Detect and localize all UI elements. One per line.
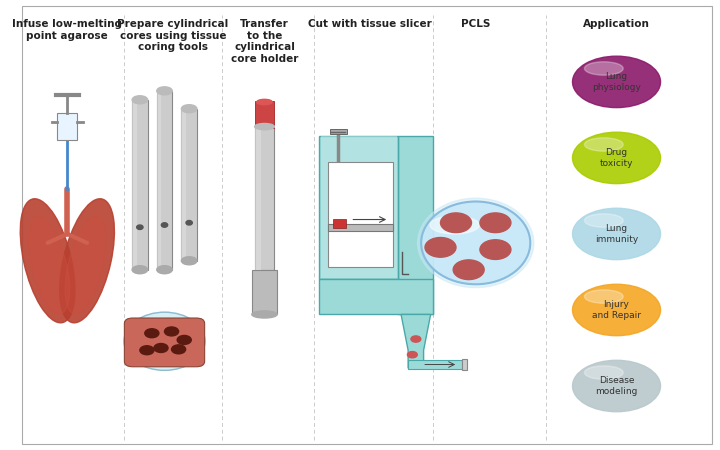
FancyBboxPatch shape: [333, 219, 346, 229]
Circle shape: [164, 327, 179, 336]
Ellipse shape: [157, 266, 172, 274]
Ellipse shape: [181, 257, 197, 265]
Ellipse shape: [186, 220, 192, 225]
Circle shape: [453, 260, 484, 279]
Text: Transfer
to the
cylindrical
core holder: Transfer to the cylindrical core holder: [231, 19, 298, 64]
Ellipse shape: [572, 208, 660, 260]
Circle shape: [480, 240, 511, 260]
FancyBboxPatch shape: [256, 101, 274, 127]
FancyBboxPatch shape: [252, 270, 277, 315]
Circle shape: [408, 351, 418, 358]
FancyBboxPatch shape: [408, 360, 462, 369]
FancyBboxPatch shape: [125, 318, 204, 367]
FancyBboxPatch shape: [181, 109, 197, 261]
FancyBboxPatch shape: [321, 136, 397, 278]
Ellipse shape: [585, 290, 624, 303]
Ellipse shape: [585, 138, 624, 151]
Text: Disease
modeling: Disease modeling: [595, 376, 638, 396]
Ellipse shape: [430, 216, 480, 234]
Ellipse shape: [572, 56, 660, 108]
Polygon shape: [401, 315, 431, 368]
Ellipse shape: [20, 199, 75, 323]
FancyBboxPatch shape: [132, 100, 137, 270]
Ellipse shape: [29, 216, 70, 314]
FancyBboxPatch shape: [330, 129, 347, 134]
FancyBboxPatch shape: [320, 279, 433, 315]
Ellipse shape: [572, 360, 660, 412]
Ellipse shape: [132, 96, 148, 104]
FancyBboxPatch shape: [328, 162, 392, 267]
Circle shape: [480, 213, 511, 233]
Text: Lung
physiology: Lung physiology: [592, 72, 641, 92]
Circle shape: [154, 343, 168, 352]
Ellipse shape: [252, 311, 277, 318]
Ellipse shape: [421, 202, 530, 284]
Circle shape: [145, 329, 159, 338]
Text: PCLS: PCLS: [461, 19, 490, 29]
Ellipse shape: [585, 214, 624, 227]
Ellipse shape: [585, 366, 624, 379]
FancyBboxPatch shape: [328, 224, 392, 231]
FancyBboxPatch shape: [22, 6, 711, 444]
FancyBboxPatch shape: [157, 91, 172, 270]
FancyBboxPatch shape: [157, 91, 161, 270]
Circle shape: [411, 336, 420, 342]
Ellipse shape: [418, 198, 534, 288]
Ellipse shape: [585, 62, 624, 75]
Text: Drug
toxicity: Drug toxicity: [600, 148, 634, 167]
Circle shape: [177, 335, 192, 344]
Text: Infuse low-melting
point agarose: Infuse low-melting point agarose: [12, 19, 122, 41]
Text: Cut with tissue slicer: Cut with tissue slicer: [308, 19, 432, 29]
Ellipse shape: [572, 132, 660, 184]
FancyBboxPatch shape: [462, 359, 467, 370]
Ellipse shape: [137, 225, 143, 230]
FancyBboxPatch shape: [320, 135, 398, 279]
FancyBboxPatch shape: [398, 135, 433, 315]
FancyBboxPatch shape: [58, 113, 77, 140]
Circle shape: [425, 238, 456, 257]
Circle shape: [171, 345, 186, 354]
Text: Injury
and Repair: Injury and Repair: [592, 300, 641, 320]
Ellipse shape: [181, 105, 197, 113]
Ellipse shape: [132, 266, 148, 274]
Text: Lung
immunity: Lung immunity: [595, 224, 638, 243]
Circle shape: [441, 213, 472, 233]
Ellipse shape: [124, 312, 205, 370]
FancyBboxPatch shape: [255, 126, 274, 270]
Ellipse shape: [60, 199, 114, 323]
Ellipse shape: [157, 87, 172, 95]
FancyBboxPatch shape: [255, 126, 261, 270]
Ellipse shape: [257, 99, 272, 105]
Ellipse shape: [572, 284, 660, 336]
Text: Application: Application: [583, 19, 650, 29]
Circle shape: [140, 346, 154, 355]
Ellipse shape: [65, 216, 106, 314]
Ellipse shape: [161, 223, 168, 227]
FancyBboxPatch shape: [132, 100, 148, 270]
Ellipse shape: [255, 123, 274, 130]
FancyBboxPatch shape: [181, 109, 186, 261]
Text: Prepare cylindrical
cores using tissue
coring tools: Prepare cylindrical cores using tissue c…: [117, 19, 228, 53]
